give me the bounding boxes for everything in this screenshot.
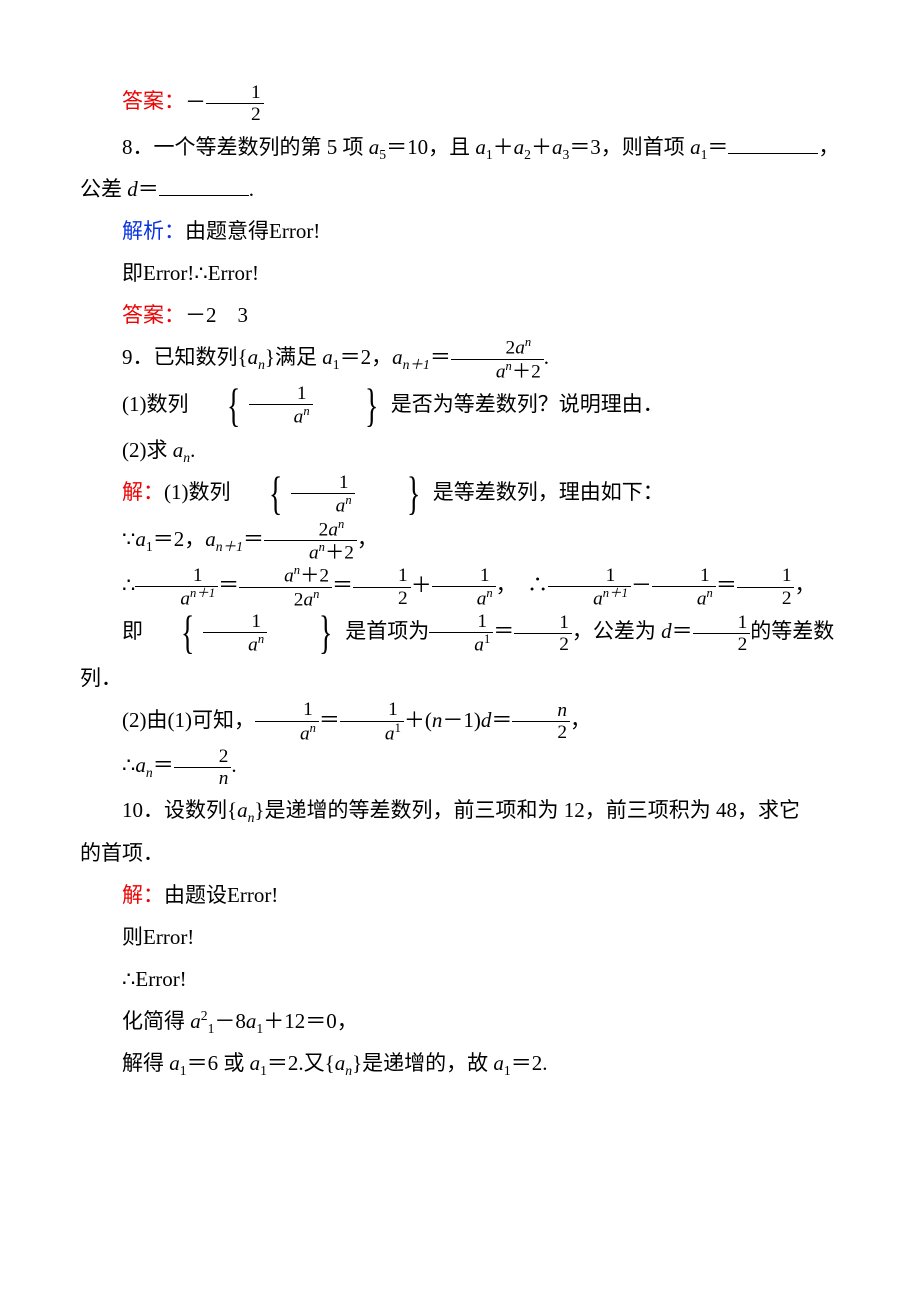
right-brace-icon: } [339, 383, 378, 429]
q9-part1: (1)数列{1an}是否为等差数列？说明理由． [80, 383, 840, 429]
question-8-line1: 8．一个等差数列的第 5 项 a5＝10，且 a1＋a2＋a3＝3，则首项 a1… [80, 126, 840, 169]
blank-d [159, 172, 249, 196]
q8-answer: 答案：－2 3 [80, 294, 840, 336]
q10-solution-header: 解：由题设Error! [80, 874, 840, 916]
q10-line3: 化简得 a21－8a1＋12＝0， [80, 1000, 840, 1043]
solution-label: 解： [122, 883, 164, 907]
q10-line2: ∴Error! [80, 958, 840, 1000]
question-8-line2: 公差 d＝. [80, 168, 840, 210]
answer-label: 答案： [122, 303, 185, 327]
answer-value: －12 [185, 90, 264, 114]
solution-label: 解： [122, 480, 164, 504]
q9-proof-line1: ∵a1＝2，an＋1＝2anan＋2， [80, 518, 840, 564]
q9-part2-line1: (2)由(1)可知，1an＝1a1＋(n－1)d＝n2， [80, 699, 840, 745]
q9-proof-line3: 即{1an}是首项为1a1＝12，公差为 d＝12的等差数列． [80, 610, 840, 698]
q8-analysis: 解析：由题意得Error! [80, 210, 840, 252]
q9-part2-line2: ∴an＝2n. [80, 744, 840, 789]
question-9: 9．已知数列{an}满足 a1＝2，an＋1＝2anan＋2. [80, 336, 840, 382]
document-page: 答案：－12 8．一个等差数列的第 5 项 a5＝10，且 a1＋a2＋a3＝3… [0, 0, 920, 1165]
answer-label: 答案： [122, 89, 185, 113]
blank-a1 [728, 130, 818, 154]
analysis-label: 解析： [122, 219, 185, 243]
answer-7: 答案：－12 [80, 80, 840, 126]
q10-line1: 则Error! [80, 916, 840, 958]
q9-solution-header: 解：(1)数列{1an}是等差数列，理由如下： [80, 471, 840, 517]
q9-proof-line2: ∴1an＋1＝an＋22an＝12＋1an， ∴1an＋1－1an＝12， [80, 564, 840, 610]
q9-part2: (2)求 an. [80, 429, 840, 472]
question-10-line1: 10．设数列{an}是递增的等差数列，前三项和为 12，前三项积为 48，求它 [80, 789, 840, 832]
q10-line4: 解得 a1＝6 或 a1＝2.又{an}是递增的，故 a1＝2. [80, 1042, 840, 1085]
q8-step: 即Error!∴Error! [80, 252, 840, 294]
question-10-line2: 的首项． [80, 832, 840, 874]
left-brace-icon: { [201, 383, 240, 429]
